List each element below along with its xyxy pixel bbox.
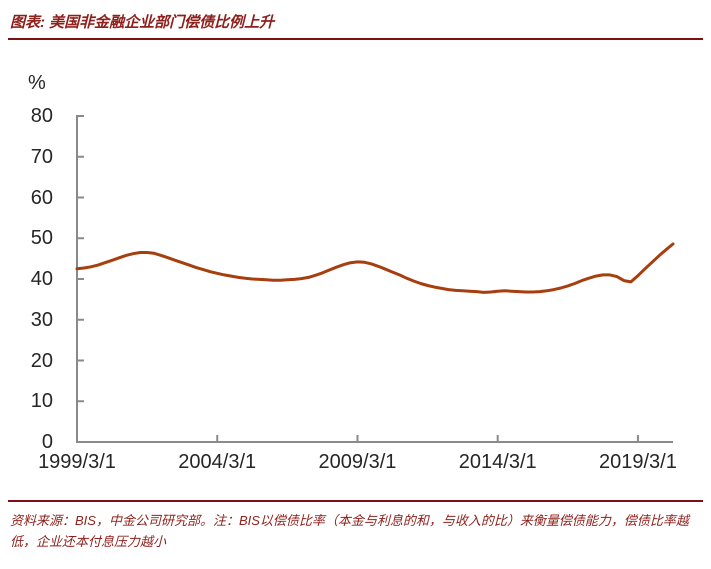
source-note: 资料来源：BIS，中金公司研究部。注：BIS以偿债比率（本金与利息的和，与收入的… [10,513,689,549]
debt-service-ratio-line [75,242,675,294]
y-tick-label: 40 [30,268,53,290]
y-axis-unit-label: % [28,72,46,94]
y-tick-label: 20 [30,349,53,372]
x-tick-label: 2019/3/1 [599,451,677,473]
y-tick-label: 0 [41,431,53,453]
y-tick-label: 60 [30,186,53,209]
title-divider [8,38,703,40]
y-tick-label: 10 [30,390,53,413]
figure-title: 图表: 美国非金融企业部门偿债比例上升 [10,14,275,31]
x-tick-label: 2009/3/1 [318,451,397,473]
y-tick-label: 50 [30,227,53,250]
y-tick-label: 30 [30,308,53,331]
y-tick-label: 70 [30,145,53,168]
y-tick-label: 80 [30,105,53,127]
x-tick-label: 2014/3/1 [458,451,537,473]
footer-divider [8,500,703,502]
x-tick-label: 1999/3/1 [38,451,116,473]
line-chart [75,115,675,443]
x-tick-label: 2004/3/1 [178,451,257,473]
